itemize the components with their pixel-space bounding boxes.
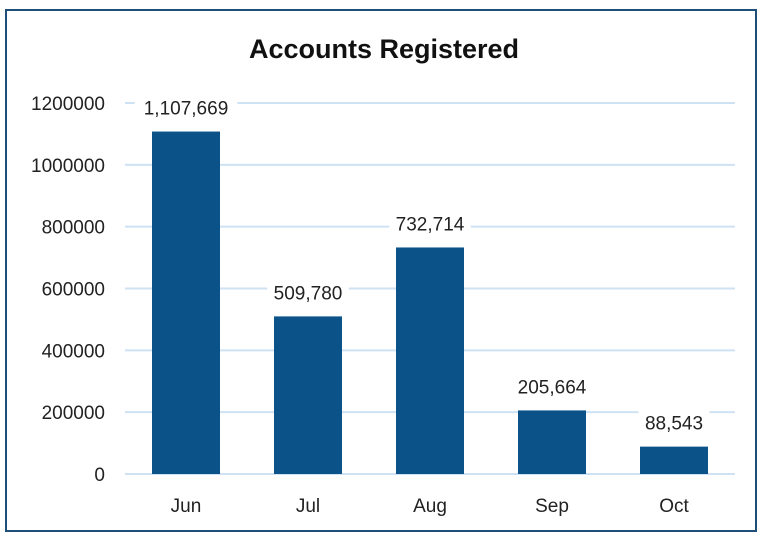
- y-tick-label: 200000: [42, 403, 105, 424]
- data-label-bg: [267, 278, 349, 305]
- x-tick-label: Sep: [535, 496, 569, 517]
- data-label: 88,543: [645, 414, 703, 435]
- bar-oct: [640, 446, 708, 474]
- x-tick-label: Jul: [296, 496, 320, 517]
- bar-aug: [396, 247, 464, 474]
- y-tick-label: 1000000: [31, 156, 105, 177]
- bar-sep: [518, 410, 586, 474]
- y-tick-label: 1200000: [31, 94, 105, 115]
- y-tick-label: 600000: [42, 280, 105, 301]
- x-tick-label: Jun: [171, 496, 202, 517]
- data-label-bg: [134, 93, 238, 120]
- data-label: 205,664: [518, 377, 587, 398]
- bar-jul: [274, 316, 342, 474]
- data-label: 509,780: [274, 283, 343, 304]
- data-label: 732,714: [396, 214, 465, 235]
- data-label-bg: [389, 209, 471, 236]
- chart-title: Accounts Registered: [248, 34, 520, 64]
- y-tick-label: 0: [94, 465, 105, 486]
- data-label-bg: [511, 372, 593, 399]
- y-tick-label: 800000: [42, 218, 105, 239]
- x-tick-label: Aug: [413, 496, 447, 517]
- chart-frame: [5, 9, 757, 532]
- x-tick-label: Oct: [659, 496, 689, 517]
- data-label: 1,107,669: [144, 99, 229, 120]
- y-tick-label: 400000: [42, 341, 105, 362]
- bar-jun: [152, 131, 220, 475]
- data-label-bg: [638, 408, 710, 435]
